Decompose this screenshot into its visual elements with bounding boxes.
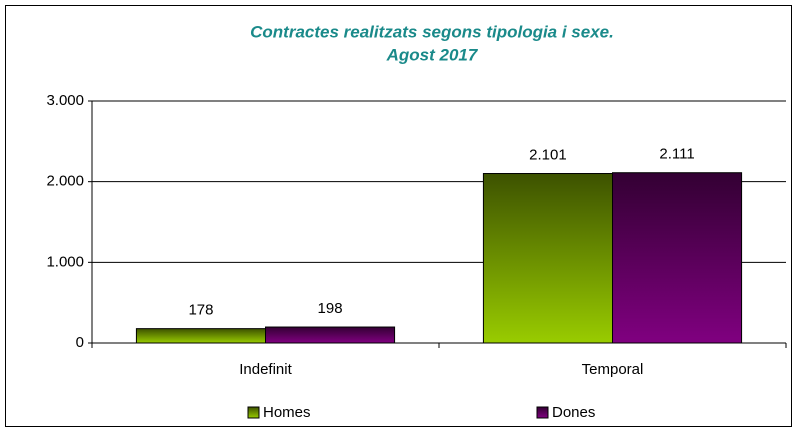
bar: [482, 173, 613, 344]
y-tick-label: 0: [76, 334, 84, 351]
bar: [612, 172, 743, 344]
chart-title: Agost 2017: [386, 45, 479, 64]
bar: [135, 328, 266, 344]
data-label: 198: [318, 300, 343, 317]
legend-swatch: [536, 406, 549, 419]
x-tick-label: Temporal: [582, 361, 644, 378]
y-tick-label: 3.000: [46, 92, 84, 109]
legend-label: Dones: [552, 404, 595, 421]
x-tick-label: Indefinit: [239, 361, 292, 378]
legend-swatch: [247, 406, 260, 419]
y-tick-label: 1.000: [46, 253, 84, 270]
legend-label: Homes: [263, 404, 311, 421]
bar: [265, 326, 396, 344]
data-label: 178: [188, 302, 213, 319]
data-label: 2.111: [659, 146, 694, 163]
data-label: 2.101: [529, 146, 567, 163]
y-tick-label: 2.000: [46, 173, 84, 190]
chart-title: Contractes realitzats segons tipologia i…: [250, 22, 614, 41]
